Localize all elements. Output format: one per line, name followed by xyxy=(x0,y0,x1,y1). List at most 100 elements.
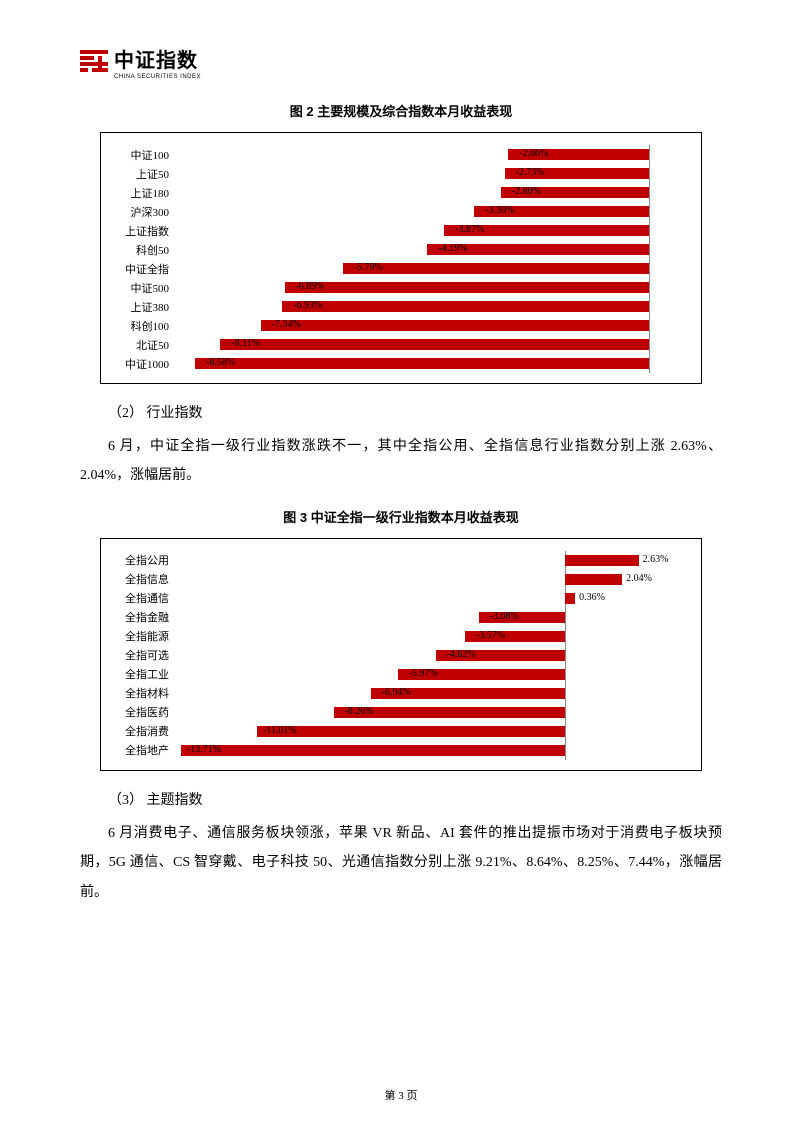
chart-row: 中证全指 -5.79% xyxy=(111,259,691,278)
chart-row: 全指通信 0.36% xyxy=(111,589,691,608)
category-label: 全指可选 xyxy=(111,647,173,663)
bar xyxy=(565,593,575,604)
chart-row: 全指医药-8.26% xyxy=(111,703,691,722)
category-label: 全指能源 xyxy=(111,628,173,644)
bar xyxy=(195,358,649,369)
chart-row: 全指能源 -3.57% xyxy=(111,627,691,646)
logo-mark-icon xyxy=(80,50,108,81)
value-label: -6.93% xyxy=(293,300,322,311)
value-label: -2.80% xyxy=(512,186,541,197)
category-label: 上证380 xyxy=(111,299,173,315)
value-label: -2.73% xyxy=(515,167,544,178)
bar-area: -8.11% xyxy=(173,335,691,354)
section2-paragraph: 6 月，中证全指一级行业指数涨跌不一，其中全指公用、全指信息行业指数分别上涨 2… xyxy=(80,432,722,491)
bar-area: -2.73% xyxy=(173,164,691,183)
category-label: 中证100 xyxy=(111,147,173,163)
category-label: 全指医药 xyxy=(111,704,173,720)
category-label: 科创50 xyxy=(111,242,173,258)
category-label: 沪深300 xyxy=(111,204,173,220)
category-label: 全指信息 xyxy=(111,571,173,587)
value-label: 2.63% xyxy=(643,554,669,565)
chart-row: 北证50-8.11% xyxy=(111,335,691,354)
category-label: 全指消费 xyxy=(111,723,173,739)
bar-area: -2.66% xyxy=(173,145,691,164)
value-label: 0.36% xyxy=(579,592,605,603)
bar-area: -6.94% xyxy=(173,684,691,703)
bar-area: -4.19% xyxy=(173,240,691,259)
bar-area: -6.89% xyxy=(173,278,691,297)
value-label: -3.08% xyxy=(490,611,519,622)
chart-row: 全指消费 -11.01% xyxy=(111,722,691,741)
category-label: 科创100 xyxy=(111,318,173,334)
chart-row: 全指地产 -13.71% xyxy=(111,741,691,760)
chart-row: 中证100-2.66% xyxy=(111,145,691,164)
bar xyxy=(565,555,639,566)
category-label: 全指工业 xyxy=(111,666,173,682)
value-label: -3.30% xyxy=(485,205,514,216)
value-label: -8.58% xyxy=(206,357,235,368)
bar-area: -5.97% xyxy=(173,665,691,684)
bar-area: -13.71% xyxy=(173,741,691,760)
bar-area: -3.87% xyxy=(173,221,691,240)
bar xyxy=(261,320,649,331)
bar-area: -8.58% xyxy=(173,354,691,373)
chart-row: 全指可选 -4.62% xyxy=(111,646,691,665)
bar-area: -8.26% xyxy=(173,703,691,722)
chart-row: 中证500-6.89% xyxy=(111,278,691,297)
value-label: -11.01% xyxy=(263,725,297,736)
category-label: 中证1000 xyxy=(111,356,173,372)
chart-row: 上证50 -2.73% xyxy=(111,164,691,183)
chart-row: 全指工业 -5.97% xyxy=(111,665,691,684)
logo-text-en: CHINA SECURITIES INDEX xyxy=(114,74,201,80)
category-label: 全指通信 xyxy=(111,590,173,606)
category-label: 上证50 xyxy=(111,166,173,182)
category-label: 上证指数 xyxy=(111,223,173,239)
bar-area: -3.30% xyxy=(173,202,691,221)
bar-area: -11.01% xyxy=(173,722,691,741)
chart-row: 上证指数 -3.87% xyxy=(111,221,691,240)
chart-row: 全指金融-3.08% xyxy=(111,608,691,627)
value-label: -4.19% xyxy=(438,243,467,254)
bar xyxy=(343,263,649,274)
section3-paragraph: 6 月消费电子、通信服务板块领涨，苹果 VR 新品、AI 套件的推出提振市场对于… xyxy=(80,819,722,907)
value-label: -3.87% xyxy=(455,224,484,235)
section3-heading: （3） 主题指数 xyxy=(80,789,722,809)
bar xyxy=(565,574,622,585)
category-label: 上证180 xyxy=(111,185,173,201)
bar xyxy=(285,282,649,293)
company-logo: 中证指数 CHINA SECURITIES INDEX xyxy=(80,50,722,81)
category-label: 中证全指 xyxy=(111,261,173,277)
chart-row: 全指公用 2.63% xyxy=(111,551,691,570)
bar xyxy=(220,339,649,350)
category-label: 全指地产 xyxy=(111,742,173,758)
category-label: 北证50 xyxy=(111,337,173,353)
category-label: 全指材料 xyxy=(111,685,173,701)
chart-row: 上证180 -2.80% xyxy=(111,183,691,202)
value-label: -7.34% xyxy=(272,319,301,330)
logo-text-cn: 中证指数 xyxy=(114,51,201,71)
bar-area: -2.80% xyxy=(173,183,691,202)
chart-row: 沪深300 -3.30% xyxy=(111,202,691,221)
value-label: -13.71% xyxy=(187,744,221,755)
bar-area: -5.79% xyxy=(173,259,691,278)
bar-area: 0.36% xyxy=(173,589,691,608)
value-label: -5.79% xyxy=(354,262,383,273)
value-label: -6.89% xyxy=(295,281,324,292)
bar-area: -4.62% xyxy=(173,646,691,665)
bar-area: -3.08% xyxy=(173,608,691,627)
figure2-title: 图 2 主要规模及综合指数本月收益表现 xyxy=(80,101,722,120)
chart-row: 中证1000 -8.58% xyxy=(111,354,691,373)
chart-row: 科创50 -4.19% xyxy=(111,240,691,259)
bar-area: -7.34% xyxy=(173,316,691,335)
value-label: -4.62% xyxy=(446,649,475,660)
bar-area: -3.57% xyxy=(173,627,691,646)
value-label: -6.94% xyxy=(382,687,411,698)
bar-area: 2.04% xyxy=(173,570,691,589)
value-label: -3.57% xyxy=(476,630,505,641)
chart-row: 全指信息2.04% xyxy=(111,570,691,589)
value-label: -5.97% xyxy=(409,668,438,679)
category-label: 全指公用 xyxy=(111,552,173,568)
bar-area: 2.63% xyxy=(173,551,691,570)
figure3-title: 图 3 中证全指一级行业指数本月收益表现 xyxy=(80,507,722,526)
chart-row: 全指材料 -6.94% xyxy=(111,684,691,703)
